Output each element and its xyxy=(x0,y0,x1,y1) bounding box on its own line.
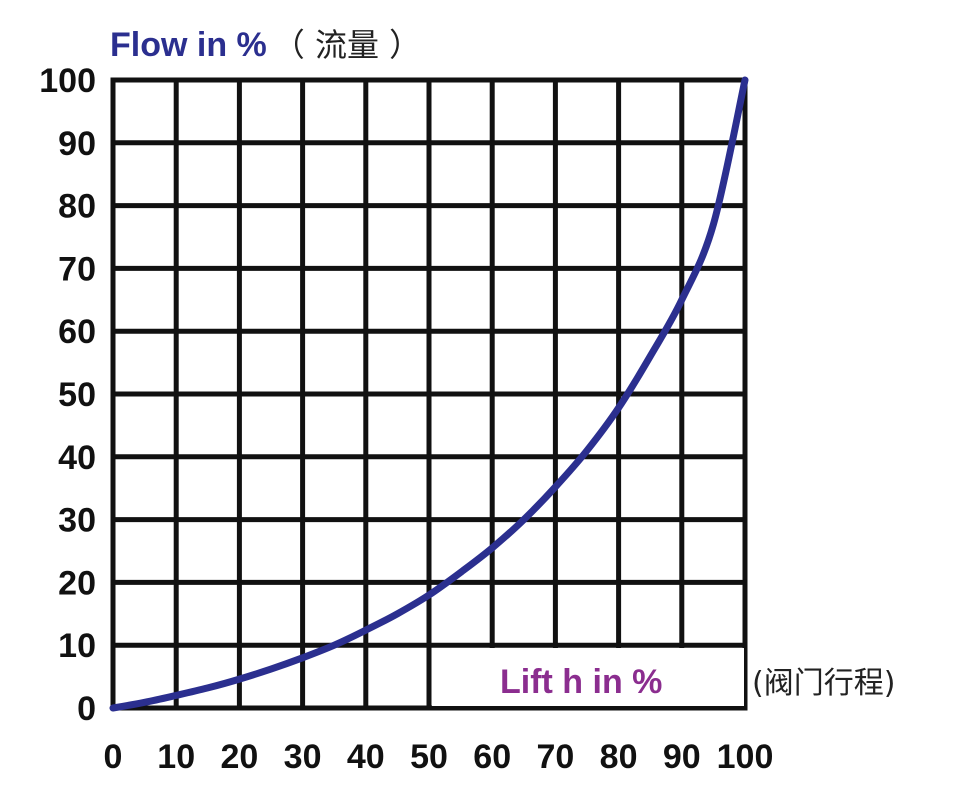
x-tick-label: 60 xyxy=(473,738,511,776)
y-tick-label: 80 xyxy=(58,188,96,226)
y-tick-label: 90 xyxy=(58,125,96,163)
x-tick-label: 0 xyxy=(104,738,123,776)
x-axis-label: Lift h in % xyxy=(500,663,662,701)
y-tick-label: 50 xyxy=(58,376,96,414)
y-tick-label: 10 xyxy=(58,627,96,665)
y-axis-label: Flow in % xyxy=(110,26,267,64)
x-tick-label: 40 xyxy=(347,738,385,776)
flow-curve xyxy=(109,76,749,712)
x-tick-labels: 0 10 20 30 40 50 60 70 80 90 100 xyxy=(104,738,774,776)
x-axis-label-box xyxy=(432,648,744,706)
y-tick-label: 30 xyxy=(58,502,96,540)
y-axis-label-cn: （ 流量 ） xyxy=(273,26,421,64)
y-tick-label: 100 xyxy=(39,62,96,100)
y-tick-label: 40 xyxy=(58,439,96,477)
y-axis-title: Flow in % （ 流量 ） xyxy=(110,26,421,64)
x-axis-label-cn: (阀门行程) xyxy=(752,666,895,701)
x-tick-label: 80 xyxy=(600,738,638,776)
x-tick-label: 20 xyxy=(220,738,258,776)
y-tick-label: 0 xyxy=(77,690,96,728)
x-tick-label: 10 xyxy=(157,738,195,776)
y-tick-label: 20 xyxy=(58,564,96,602)
x-tick-label: 90 xyxy=(663,738,701,776)
y-tick-label: 70 xyxy=(58,250,96,288)
x-tick-label: 50 xyxy=(410,738,448,776)
x-tick-label: 70 xyxy=(536,738,574,776)
x-tick-label: 100 xyxy=(717,738,774,776)
y-tick-label: 60 xyxy=(58,313,96,351)
x-tick-label: 30 xyxy=(284,738,322,776)
grid-lines xyxy=(110,77,748,711)
y-tick-labels: 0 10 20 30 40 50 60 70 80 90 100 xyxy=(39,62,96,728)
